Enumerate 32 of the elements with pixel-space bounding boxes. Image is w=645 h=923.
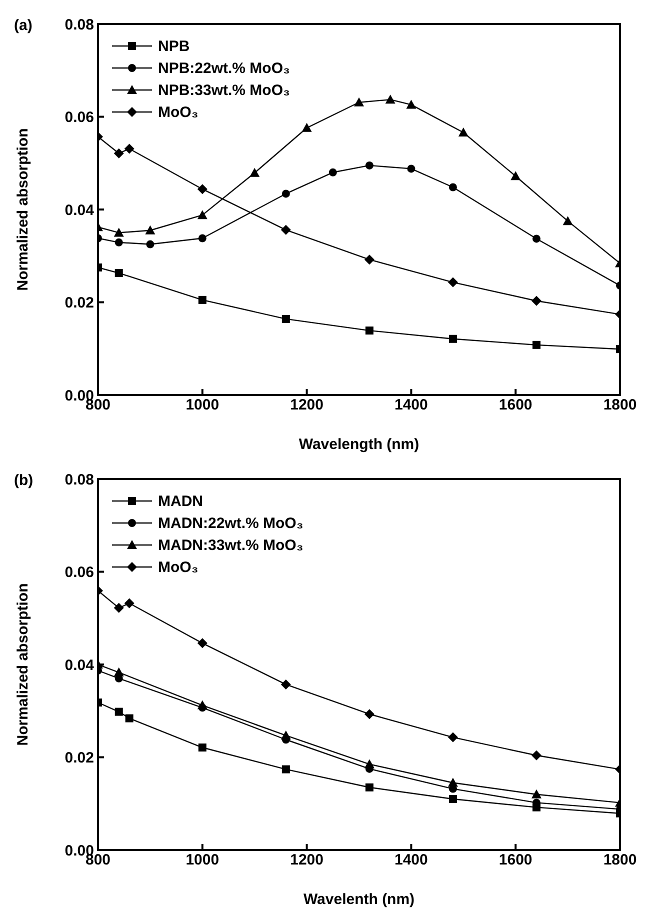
x-tick-label: 1000 bbox=[186, 396, 220, 414]
x-axis-title: Wavelength (nm) bbox=[298, 436, 420, 453]
legend-label: MoO₃ bbox=[158, 104, 198, 121]
y-tick-label: 0.04 bbox=[64, 202, 95, 219]
x-axis-title: Wavelenth (nm) bbox=[303, 891, 415, 908]
x-tick-label: 1000 bbox=[186, 852, 220, 869]
y-tick-label: 0.02 bbox=[64, 750, 94, 767]
x-tick-label: 1200 bbox=[290, 852, 324, 869]
y-tick-label: 0.04 bbox=[64, 656, 95, 674]
x-tick-label: 1600 bbox=[498, 852, 532, 869]
x-tick-label: 1800 bbox=[603, 396, 637, 414]
chart-title: (b) bbox=[14, 472, 34, 489]
x-tick-label: 1400 bbox=[394, 852, 428, 869]
y-tick-label: 0.02 bbox=[64, 294, 94, 312]
legend-label: MADN:33wt.% MoO₃ bbox=[158, 537, 304, 554]
legend-label: MADN:22wt.% MoO₃ bbox=[158, 515, 304, 532]
x-tick-label: 1200 bbox=[290, 396, 324, 414]
legend-label: NPB:33wt.% MoO₃ bbox=[158, 82, 290, 99]
x-tick-label: 1400 bbox=[394, 396, 428, 414]
x-tick-label: 1600 bbox=[498, 396, 532, 414]
legend-label: NPB:22wt.% MoO₃ bbox=[158, 60, 290, 77]
y-tick-label: 0.08 bbox=[64, 16, 94, 34]
legend-label: MADN bbox=[158, 493, 203, 510]
x-tick-label: 1800 bbox=[603, 852, 637, 869]
y-axis-title: Normalized absorption bbox=[14, 583, 32, 746]
y-tick-label: 0.06 bbox=[64, 564, 94, 582]
y-tick-label: 0.06 bbox=[64, 109, 94, 126]
y-axis-title: Normalized absorption bbox=[14, 128, 32, 291]
legend-label: NPB bbox=[158, 38, 190, 55]
chart-title: (a) bbox=[14, 17, 32, 34]
legend-label: MoO₃ bbox=[158, 559, 198, 576]
y-tick-label: 0.08 bbox=[64, 471, 94, 488]
